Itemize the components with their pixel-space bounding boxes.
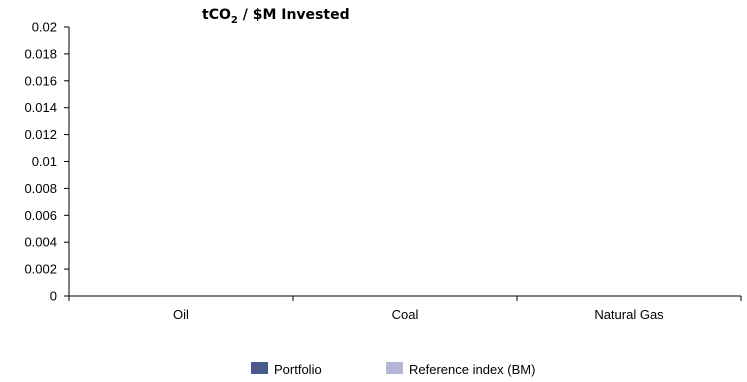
legend-label: Portfolio (274, 362, 322, 377)
y-tick-label: 0.002 (24, 262, 57, 277)
legend-swatch (386, 362, 403, 374)
x-tick-label: Coal (392, 307, 419, 322)
y-axis: 0 0.002 0.004 0.006 0.008 0.01 0.012 0.014 0.016… (24, 20, 70, 304)
y-tick-label: 0.012 (24, 127, 57, 142)
x-tick-label: Natural Gas (594, 307, 664, 322)
chart-title: tCO2 / $M Invested (202, 7, 350, 26)
y-tick-label: 0.014 (24, 100, 57, 115)
legend-swatch (251, 362, 268, 374)
y-tick-label: 0.016 (24, 73, 57, 88)
x-axis: Oil Coal Natural Gas (68, 295, 742, 322)
y-tick-label: 0 (50, 289, 57, 304)
legend: Portfolio Reference index (BM) (251, 362, 535, 377)
y-tick-label: 0.004 (24, 235, 57, 250)
y-tick-label: 0.006 (24, 208, 57, 223)
legend-label: Reference index (BM) (409, 362, 535, 377)
y-tick-label: 0.02 (32, 20, 57, 35)
y-tick-label: 0.018 (24, 46, 57, 61)
x-tick-label: Oil (173, 307, 189, 322)
y-tick-label: 0.01 (32, 154, 57, 169)
y-tick-label: 0.008 (24, 181, 57, 196)
